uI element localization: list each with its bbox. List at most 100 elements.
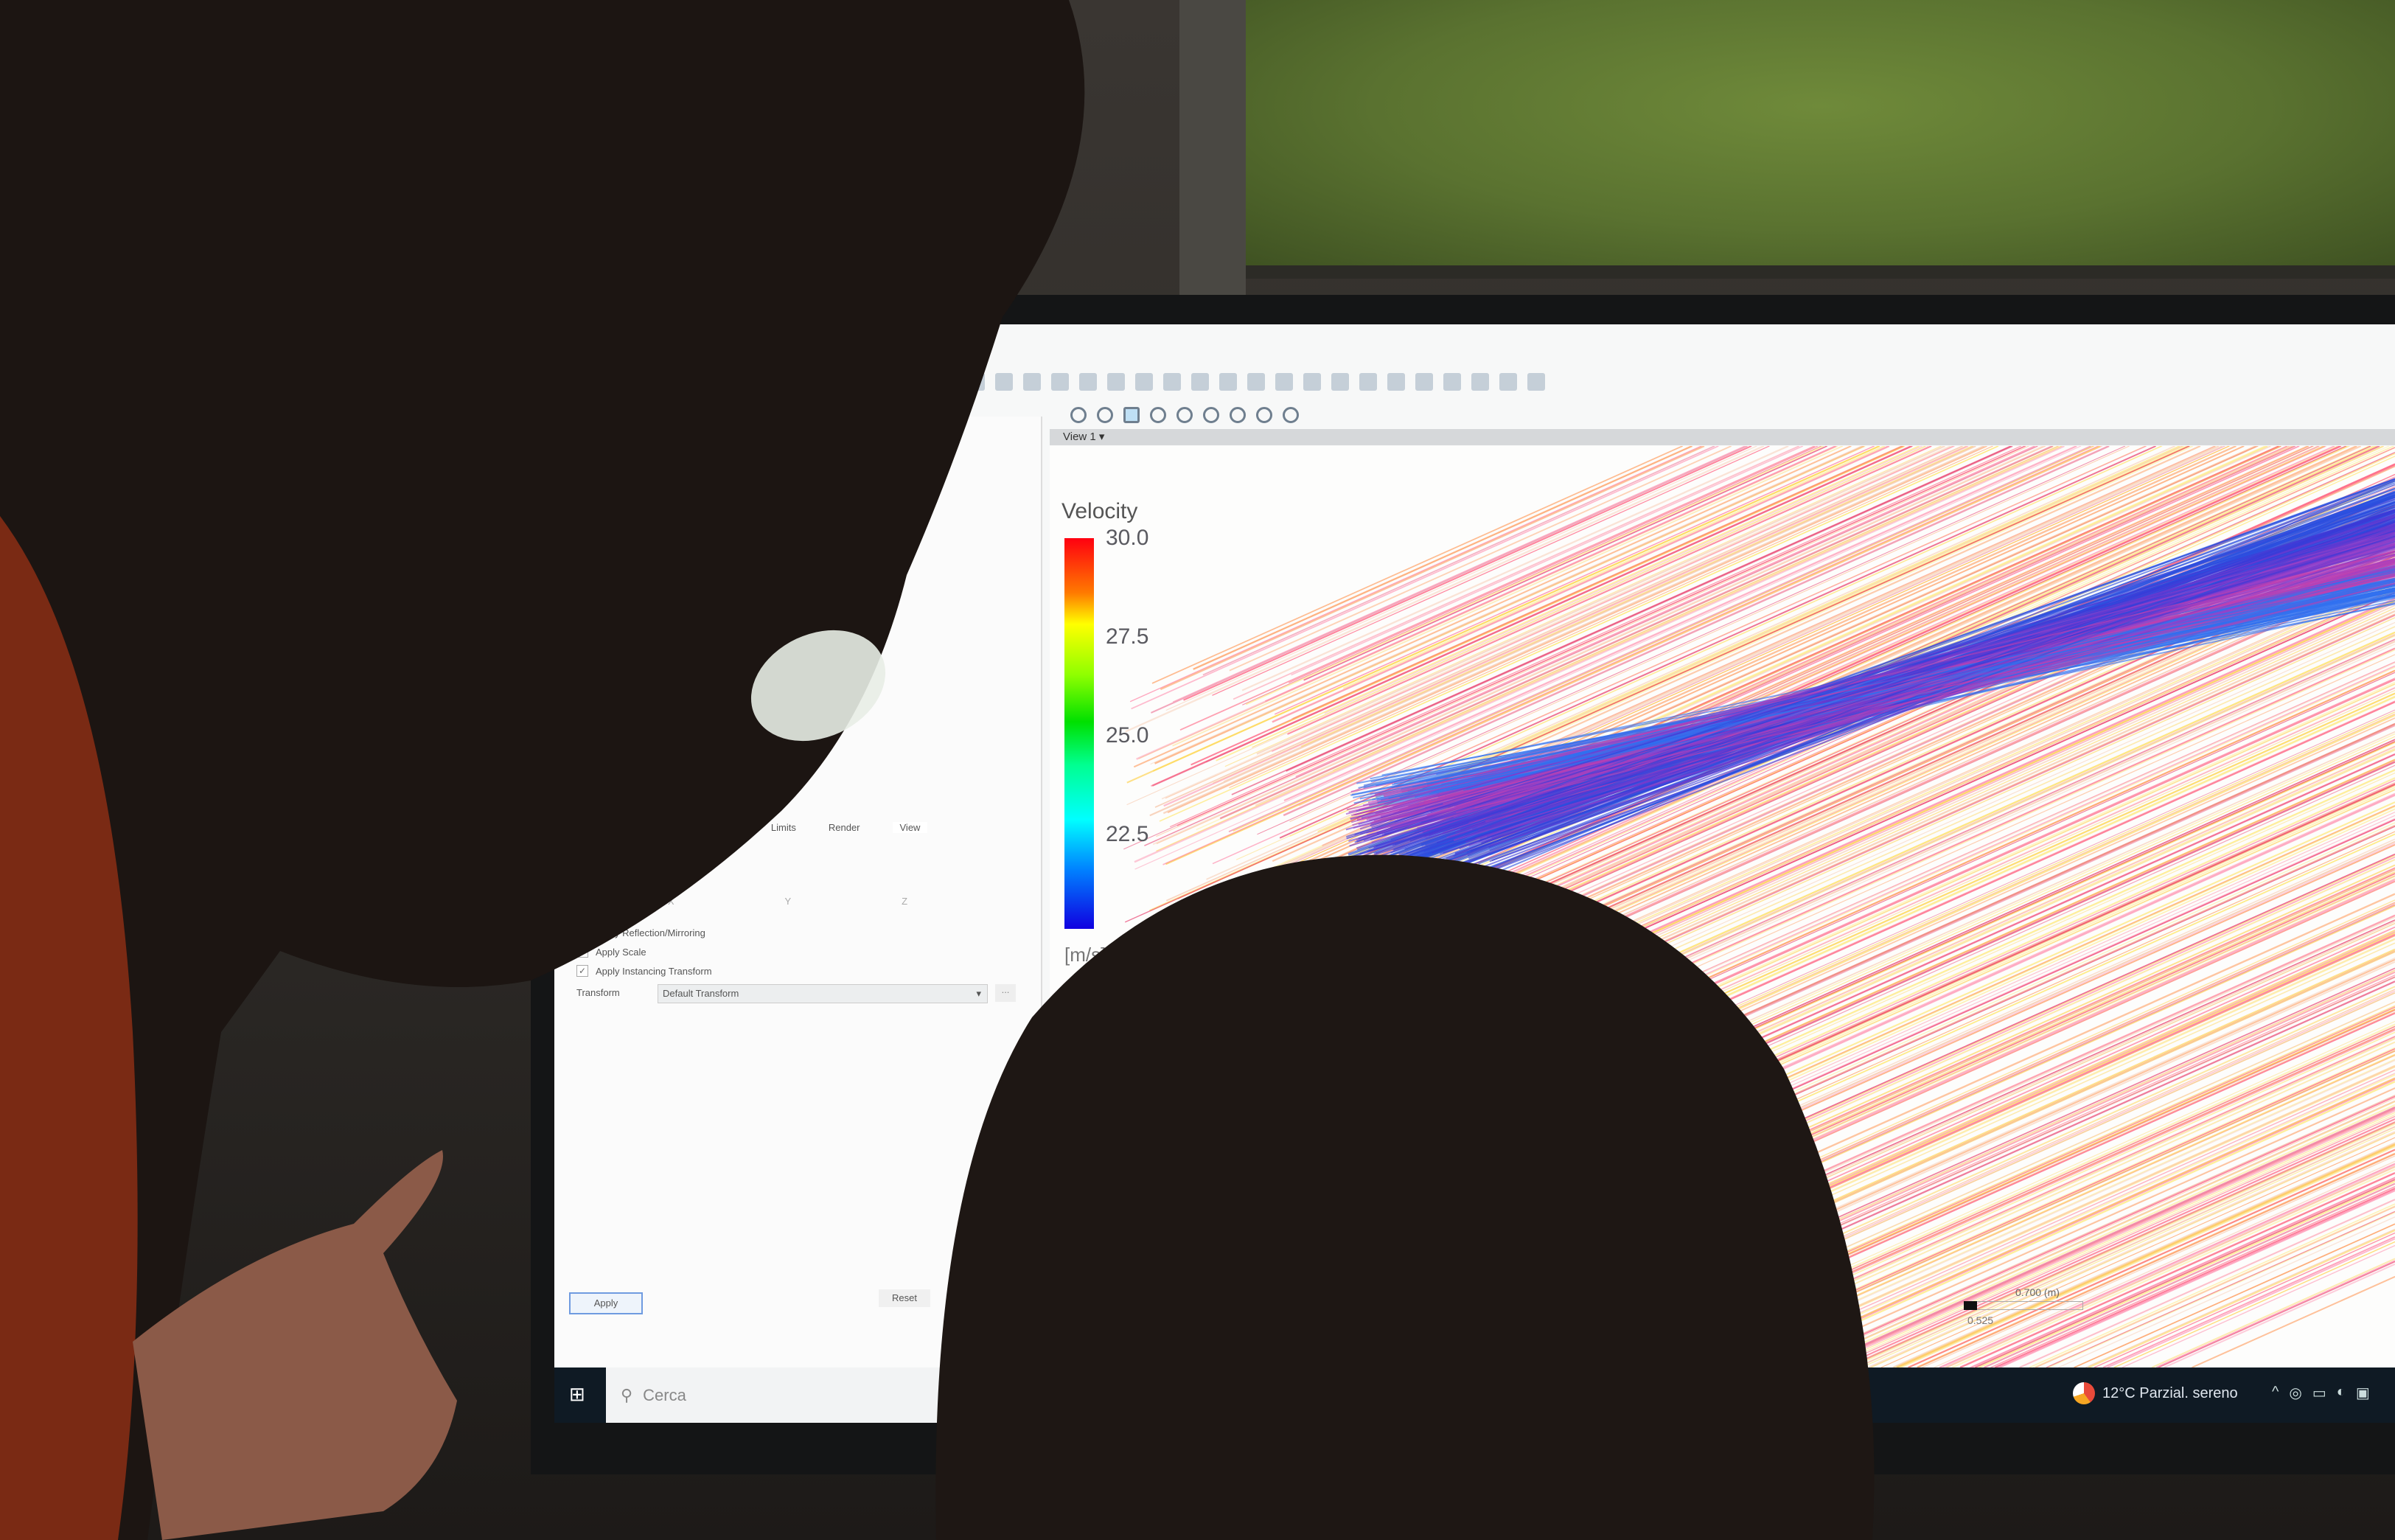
chevron-up-icon[interactable]: ^ <box>2272 1384 2279 1400</box>
zoom-icon[interactable] <box>1150 407 1166 423</box>
apply-translation-row[interactable]: Apply Translation <box>576 869 669 881</box>
select-icon[interactable] <box>1070 407 1087 423</box>
more-button[interactable]: ... <box>995 984 1016 1002</box>
terminal-icon[interactable] <box>1527 373 1545 391</box>
clock-icon[interactable] <box>1303 373 1321 391</box>
save-icon[interactable] <box>1471 373 1489 391</box>
app-tray-icon[interactable]: ▣ <box>2355 1385 2370 1401</box>
scale-bar-marker <box>1964 1301 1977 1310</box>
taskbar-search[interactable]: ⚲ Cerca <box>606 1367 1137 1423</box>
zoom-in-icon[interactable] <box>1176 407 1193 423</box>
streamline <box>1283 446 2110 817</box>
pan-icon[interactable] <box>1123 407 1140 423</box>
legend-tick: 27.5 <box>1106 624 1149 649</box>
streamline <box>1172 446 1746 703</box>
streamline <box>1892 1142 2395 1367</box>
streamline <box>1816 1108 2395 1367</box>
print-icon[interactable] <box>1499 373 1517 391</box>
streamline <box>1337 446 2095 785</box>
streamline-core <box>1474 582 2395 809</box>
checkbox[interactable] <box>576 869 588 881</box>
tab-color[interactable]: Color <box>651 822 674 833</box>
apply-button[interactable]: Apply <box>569 1292 643 1314</box>
streamline <box>1173 446 2237 923</box>
checkbox[interactable] <box>576 927 588 938</box>
zoom-fit-icon[interactable] <box>1203 407 1219 423</box>
3d-viewport[interactable]: Velocity 30.0 27.5 25.0 22.5 [m/s] 0.700… <box>1050 446 2395 1367</box>
streamline <box>2107 1238 2395 1367</box>
view-icon[interactable] <box>1230 407 1246 423</box>
network-icon[interactable]: ▭ <box>2312 1385 2326 1401</box>
scale-bar <box>1964 1301 2083 1310</box>
frame-icon[interactable] <box>1256 407 1272 423</box>
translation-y[interactable]: Y <box>784 896 792 907</box>
rotate-icon[interactable] <box>1097 407 1113 423</box>
apply-rotation-row[interactable]: Apply Rotation <box>576 850 658 862</box>
streamline-core <box>1346 509 2395 838</box>
streamline-icon[interactable] <box>967 373 985 391</box>
sphere-icon[interactable] <box>1107 373 1125 391</box>
delete-icon[interactable] <box>1135 373 1153 391</box>
streamline <box>1870 1132 2395 1367</box>
tab-limits[interactable]: Limits <box>770 822 796 833</box>
streamline <box>1922 1155 2395 1367</box>
volume-icon[interactable]: ◐ <box>2336 1384 2346 1400</box>
streamline <box>1165 446 2101 865</box>
text-icon[interactable] <box>1247 373 1265 391</box>
streamline-core <box>1443 550 2395 805</box>
reset-button[interactable]: Reset <box>879 1289 930 1307</box>
windows-start-icon[interactable]: ⊞ <box>569 1383 585 1405</box>
legend-title: Velocity <box>1061 499 1138 523</box>
streamline <box>1224 446 1942 767</box>
tab-view[interactable]: View <box>892 822 928 833</box>
monitor-screen: Data Color Symbol Limits Render View App… <box>554 324 2395 1423</box>
streamline <box>1223 446 1974 782</box>
streamline <box>1156 446 2046 845</box>
window-icon[interactable] <box>1331 373 1349 391</box>
chart-icon[interactable] <box>1219 373 1237 391</box>
streamline <box>1154 446 1963 808</box>
translation-z[interactable]: Z <box>902 896 908 907</box>
translation-label: Translation <box>576 896 624 907</box>
pen-icon[interactable] <box>1359 373 1377 391</box>
contour-icon[interactable] <box>1079 373 1097 391</box>
apply-reflection-row[interactable]: Apply Reflection/Mirroring <box>576 927 705 938</box>
weather-widget[interactable]: 12°C Parzial. sereno <box>2073 1382 2238 1404</box>
streamline <box>1934 1160 2395 1367</box>
view-tab[interactable]: View 1 ▾ <box>1050 429 2395 445</box>
streamline <box>1995 1188 2395 1367</box>
clip-icon[interactable] <box>1023 373 1041 391</box>
checkbox[interactable] <box>576 946 588 958</box>
streamline <box>1167 446 1987 814</box>
function-icon[interactable] <box>1415 373 1433 391</box>
streamline <box>1265 446 1836 703</box>
transform-select[interactable]: Default Transform ▾ <box>658 984 988 1003</box>
legend-tick: 25.0 <box>1106 723 1149 748</box>
pencil-icon[interactable] <box>1387 373 1405 391</box>
streamline <box>1257 446 2126 835</box>
checkbox-checked[interactable]: ✓ <box>576 965 588 977</box>
streamline <box>1272 446 1890 723</box>
streamline <box>1324 446 1922 714</box>
apply-scale-row[interactable]: Apply Scale <box>576 946 646 958</box>
tab-symbol[interactable]: Symbol <box>706 822 739 833</box>
translation-x[interactable]: X <box>667 896 674 907</box>
color-bar <box>1064 538 1094 929</box>
help-icon[interactable] <box>1283 407 1299 423</box>
export-icon[interactable] <box>1443 373 1461 391</box>
streamline <box>1850 1123 2395 1367</box>
tab-data[interactable]: Data <box>599 822 619 833</box>
grid-icon[interactable] <box>1191 373 1209 391</box>
apply-instancing-row[interactable]: ✓ Apply Instancing Transform <box>576 965 712 977</box>
checkbox[interactable] <box>576 850 588 862</box>
streamline <box>1283 446 2077 802</box>
transform-icon[interactable] <box>1051 373 1069 391</box>
streamline <box>1274 446 1875 715</box>
image-icon[interactable] <box>1275 373 1293 391</box>
streamline <box>1813 1106 2395 1367</box>
probe-icon[interactable] <box>995 373 1013 391</box>
location-icon[interactable]: ◎ <box>2289 1385 2302 1401</box>
streamline <box>1799 1100 2395 1367</box>
table-icon[interactable] <box>1163 373 1181 391</box>
tab-render[interactable]: Render <box>828 822 860 833</box>
